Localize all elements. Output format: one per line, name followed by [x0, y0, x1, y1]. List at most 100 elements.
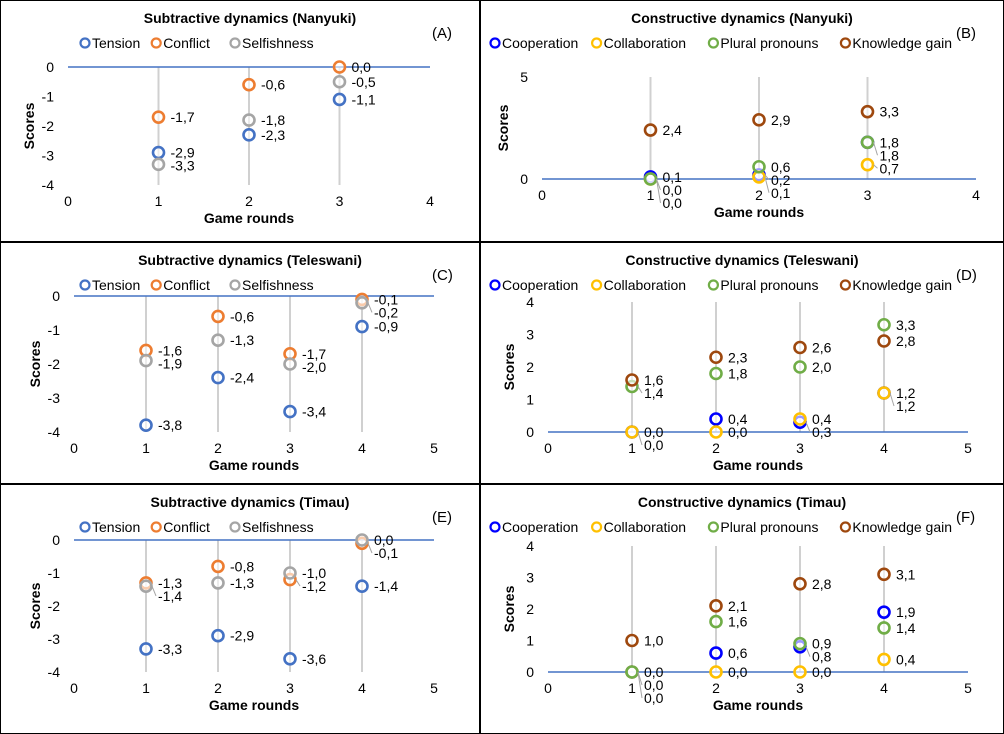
label-leader-line [764, 174, 770, 181]
data-point [283, 651, 297, 666]
chart-title: Constructive dynamics (Teleswani) [625, 252, 858, 268]
chart-legend: Tension Conflict Selfishness [79, 35, 314, 51]
data-point [139, 579, 153, 594]
data-label: 0,6 [771, 159, 791, 175]
data-label: -3,3 [158, 641, 182, 657]
data-point [860, 135, 875, 150]
x-tick-label: 4 [880, 680, 888, 696]
data-point [709, 665, 723, 679]
data-label: -0,6 [261, 77, 285, 93]
panel-frame [0, 0, 480, 242]
legend-marker [590, 37, 603, 49]
chart-title: Constructive dynamics (Timau) [638, 494, 846, 510]
chart-legend: Cooperation Collaboration Plural pronouns K… [489, 519, 952, 535]
x-tick-label: 0 [70, 440, 78, 456]
data-label: 0,4 [812, 411, 832, 427]
label-leader-line [805, 422, 811, 433]
legend-marker [707, 521, 720, 533]
label-leader-line [637, 671, 643, 699]
data-label: -2,9 [230, 628, 254, 644]
x-tick-label: 1 [628, 680, 636, 696]
data-label: -0,6 [230, 308, 254, 324]
data-label: -1,8 [261, 112, 285, 128]
data-point [242, 113, 256, 127]
data-label: 0,0 [663, 195, 683, 211]
x-tick-label: 0 [544, 680, 552, 696]
data-label: -2,4 [230, 370, 254, 386]
data-label: 1,2 [896, 385, 916, 401]
data-label: 0,0 [644, 424, 664, 440]
data-point [211, 559, 225, 574]
y-tick-label: -4 [48, 424, 61, 440]
data-point [877, 605, 891, 619]
data-label: 0,0 [352, 59, 372, 75]
legend-label: Collaboration [604, 277, 687, 293]
data-point [332, 92, 347, 107]
data-point [355, 533, 369, 547]
y-axis-title: Scores [27, 582, 43, 629]
label-leader-line [295, 579, 301, 587]
panel-label: (E) [432, 509, 452, 526]
data-label: -3,4 [302, 404, 326, 420]
data-point [709, 646, 723, 660]
data-label: 2,0 [812, 359, 832, 375]
data-label: 3,1 [896, 566, 916, 582]
data-label: 0,9 [812, 636, 832, 652]
legend-marker [150, 37, 162, 49]
data-label: -0,5 [352, 74, 376, 90]
data-label: 1,8 [728, 366, 748, 382]
data-point [139, 353, 153, 368]
data-label: 0,0 [644, 437, 664, 453]
data-label: 3,3 [880, 104, 900, 120]
x-tick-label: 4 [426, 193, 434, 209]
panel-label: (A) [432, 25, 452, 42]
legend-marker [489, 37, 501, 49]
data-point [793, 636, 807, 651]
data-point [211, 576, 225, 590]
legend-marker [229, 279, 241, 291]
data-point [793, 340, 807, 355]
data-label: 0,1 [771, 185, 791, 201]
y-tick-label: 3 [526, 327, 534, 343]
panel-frame [0, 242, 480, 484]
data-point [709, 412, 723, 426]
legend-label: Selfishness [242, 35, 314, 51]
legend-label: Conflict [163, 277, 210, 293]
data-point [643, 123, 658, 137]
y-axis-title: Scores [495, 104, 511, 151]
x-tick-label: 1 [628, 440, 636, 456]
data-label: 0,8 [812, 649, 832, 665]
legend-label: Knowledge gain [852, 277, 952, 293]
legend-marker [839, 521, 852, 533]
data-point [211, 333, 225, 348]
y-tick-label: 1 [526, 633, 534, 649]
y-tick-label: 0 [52, 288, 60, 304]
legend-marker [489, 279, 501, 291]
legend-label: Cooperation [502, 35, 578, 51]
chart-panel: Subtractive dynamics (Nanyuki) (A) Tension… [21, 10, 452, 226]
x-tick-label: 4 [358, 440, 366, 456]
data-label: 0,7 [880, 160, 900, 176]
data-label: -1,3 [158, 575, 182, 591]
data-label: -1,6 [158, 342, 182, 358]
data-point [877, 567, 891, 582]
chart-legend: Cooperation Collaboration Plural pronouns K… [489, 277, 952, 293]
data-point [211, 309, 225, 324]
data-label: 1,4 [644, 385, 664, 401]
data-label: 2,6 [812, 340, 832, 356]
data-label: -0,8 [230, 558, 254, 574]
label-leader-line [367, 543, 373, 554]
label-leader-line [764, 176, 770, 193]
data-point [355, 319, 369, 334]
data-label: -1,3 [230, 575, 254, 591]
data-label: -3,6 [302, 651, 326, 667]
data-point [283, 357, 297, 371]
data-label: -1,3 [230, 332, 254, 348]
data-point [793, 412, 807, 426]
label-leader-line [805, 646, 811, 657]
legend-marker [150, 279, 162, 291]
data-point [283, 566, 297, 580]
x-tick-label: 4 [972, 187, 980, 203]
data-label: 1,9 [896, 604, 916, 620]
legend-label: Knowledge gain [852, 519, 952, 535]
